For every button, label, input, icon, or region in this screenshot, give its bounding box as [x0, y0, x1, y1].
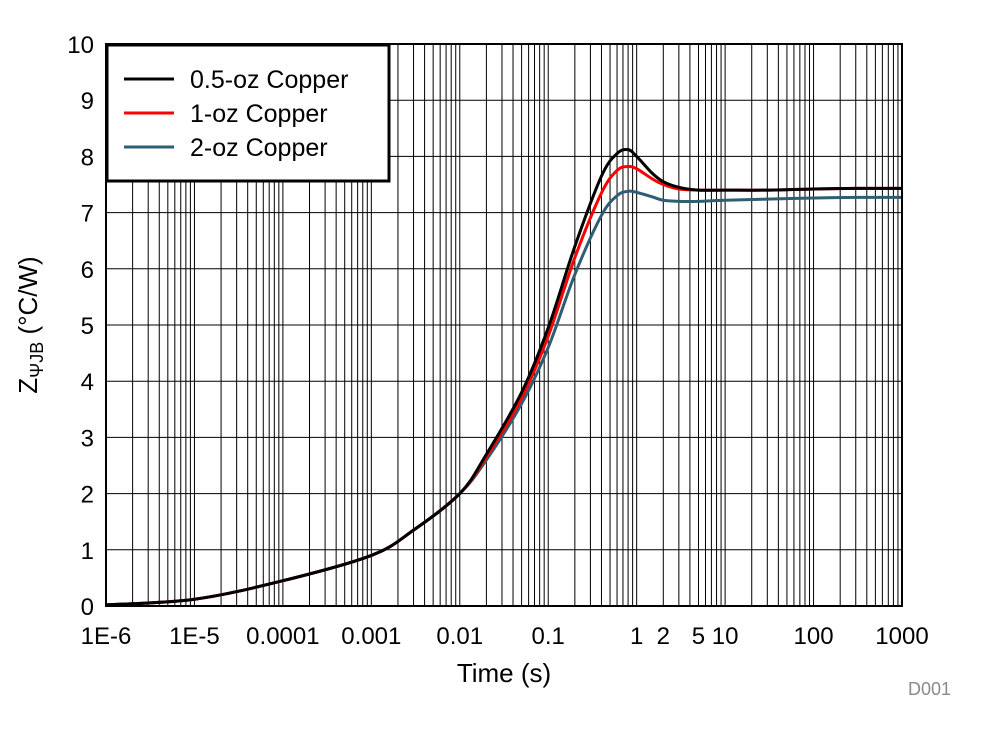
y-tick-label: 6 — [81, 257, 94, 284]
x-tick-label: 0.001 — [341, 623, 401, 650]
figure-code: D001 — [908, 679, 951, 699]
legend: 0.5-oz Copper 1-oz Copper 2-oz Copper — [105, 43, 391, 183]
y-tick-label: 4 — [81, 369, 94, 396]
x-tick-label: 10 — [712, 623, 739, 650]
x-tick-label: 100 — [794, 623, 834, 650]
x-tick-label: 2 — [657, 623, 670, 650]
y-tick-label: 3 — [81, 425, 94, 452]
y-axis-title-subscript: ΨJB — [27, 342, 47, 378]
series-line-3 — [105, 189, 903, 607]
legend-label: 2-oz Copper — [190, 134, 328, 162]
series-line-1 — [105, 147, 903, 607]
x-tick-label: 0.0001 — [246, 623, 319, 650]
legend-label: 0.5-oz Copper — [190, 66, 348, 94]
x-tick-label: 1 — [630, 623, 643, 650]
y-axis-title-unit: (°C/W) — [13, 256, 43, 341]
x-tick-label: 0.01 — [436, 623, 483, 650]
y-tick-label: 1 — [81, 538, 94, 565]
series-line-2 — [105, 164, 903, 607]
x-tick-label: 1E-6 — [81, 623, 132, 650]
y-axis-title: ZΨJB (°C/W) — [13, 256, 47, 393]
y-tick-label: 2 — [81, 482, 94, 509]
y-axis-title-main: Z — [13, 378, 43, 394]
plot-frame — [105, 43, 903, 607]
y-tick-label: 5 — [81, 313, 94, 340]
y-tick-label: 10 — [67, 32, 94, 59]
x-tick-label: 5 — [692, 623, 705, 650]
x-tick-label: 1E-5 — [169, 623, 220, 650]
series-layer — [105, 147, 903, 607]
y-tick-label: 9 — [81, 88, 94, 115]
y-tick-labels: 0 1 2 3 4 5 6 7 8 9 10 — [67, 32, 94, 621]
x-tick-label: 0.1 — [532, 623, 565, 650]
y-tick-label: 0 — [81, 594, 94, 621]
legend-label: 1-oz Copper — [190, 100, 328, 128]
y-tick-label: 7 — [81, 201, 94, 228]
x-tick-label: 1000 — [875, 623, 928, 650]
x-axis-title: Time (s) — [457, 658, 551, 688]
y-tick-label: 8 — [81, 144, 94, 171]
x-tick-labels: 1E-6 1E-5 0.0001 0.001 0.01 0.1 1 2 5 10 100 1000 — [81, 623, 929, 650]
